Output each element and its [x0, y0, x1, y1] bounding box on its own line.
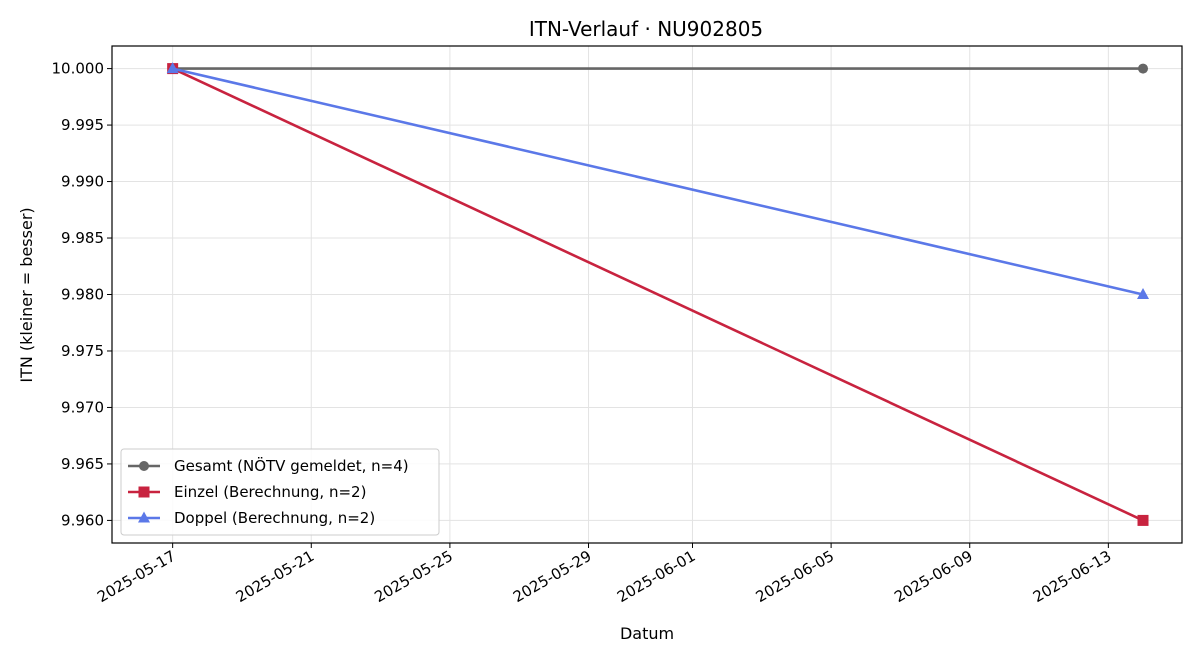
series-line: [172, 67, 1144, 522]
x-tick-label: 2025-06-13: [1030, 547, 1115, 606]
y-tick-label: 9.975: [61, 342, 104, 360]
x-tick-label: 2025-06-01: [614, 547, 699, 606]
x-tick-label: 2025-05-21: [233, 547, 318, 606]
y-axis-title: ITN (kleiner = besser): [17, 207, 36, 382]
legend-box: [120, 448, 440, 536]
legend-marker: [138, 486, 150, 498]
x-axis: 2025-05-17 2025-05-21 2025-05-25 2025-05-29…: [94, 543, 1114, 606]
series-2: [166, 62, 1150, 299]
x-tick-label: 2025-06-05: [753, 547, 838, 606]
series-lines: [166, 62, 1150, 526]
legend-marker: [138, 511, 150, 523]
y-tick-label: 9.990: [61, 173, 104, 191]
y-tick-label: 9.965: [61, 455, 104, 473]
x-tick-label: 2025-05-25: [371, 547, 456, 606]
y-tick-label: 9.995: [61, 116, 104, 134]
x-tick-label: 2025-05-29: [510, 547, 595, 606]
legend-label: Einzel (Berechnung, n=2): [174, 483, 366, 501]
data-point: [1138, 63, 1149, 74]
data-point: [1137, 514, 1149, 526]
legend-item-0: Gesamt (NÖTV gemeldet, n=4): [128, 456, 409, 475]
legend-item-2: Doppel (Berechnung, n=2): [128, 509, 375, 527]
legend-item-1: Einzel (Berechnung, n=2): [128, 483, 366, 501]
series-0: [167, 63, 1149, 74]
grid: [112, 46, 1182, 543]
x-tick-label: 2025-06-09: [891, 547, 976, 606]
data-point: [1137, 288, 1150, 299]
chart-title: ITN-Verlauf · NU902805: [529, 17, 763, 41]
y-tick-label: 9.970: [61, 398, 104, 416]
y-tick-label: 9.960: [61, 511, 104, 529]
legend-label: Gesamt (NÖTV gemeldet, n=4): [174, 456, 409, 475]
series-line: [172, 67, 1144, 296]
x-axis-title: Datum: [620, 624, 674, 643]
x-tick-label: 2025-05-17: [94, 547, 179, 606]
y-tick-label: 10.000: [52, 60, 105, 78]
legend-marker: [139, 461, 149, 471]
y-tick-label: 9.985: [61, 229, 104, 247]
legend: Gesamt (NÖTV gemeldet, n=4) Einzel (Berec…: [120, 448, 440, 536]
legend-label: Doppel (Berechnung, n=2): [174, 509, 375, 527]
y-axis: 9.960 9.965 9.970 9.975 9.980 9.985 9.990 9.995…: [52, 60, 112, 529]
y-tick-label: 9.980: [61, 286, 104, 304]
data-point: [166, 62, 179, 74]
